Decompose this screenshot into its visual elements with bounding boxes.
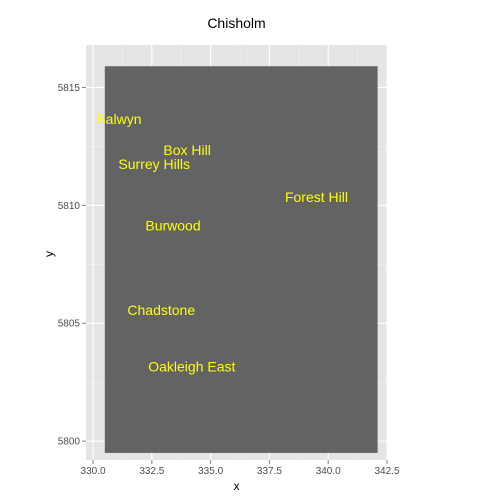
plot-title: Chisholm bbox=[207, 15, 265, 31]
y-tick-label: 5805 bbox=[58, 319, 81, 330]
place-label-box-hill: Box Hill bbox=[163, 142, 210, 158]
x-tick-label: 330.0 bbox=[81, 466, 106, 477]
region-polygon bbox=[104, 66, 378, 453]
place-label-balwyn: Balwyn bbox=[96, 111, 141, 127]
x-tick-label: 337.5 bbox=[257, 466, 282, 477]
place-label-surrey-hills: Surrey Hills bbox=[118, 156, 190, 172]
x-tick-label: 335.0 bbox=[198, 466, 223, 477]
x-tick-label: 332.5 bbox=[139, 466, 164, 477]
place-label-chadstone: Chadstone bbox=[127, 302, 195, 318]
x-axis-title: x bbox=[234, 479, 240, 493]
y-axis-title: y bbox=[42, 251, 56, 257]
y-tick-label: 5815 bbox=[58, 83, 81, 94]
y-tick-label: 5810 bbox=[58, 201, 81, 212]
place-label-forest-hill: Forest Hill bbox=[285, 189, 348, 205]
y-axis: 5800 5805 5810 5815 bbox=[58, 83, 86, 448]
place-label-burwood: Burwood bbox=[145, 217, 200, 233]
y-tick-label: 5800 bbox=[58, 437, 81, 448]
place-label-oakleigh-east: Oakleigh East bbox=[148, 359, 235, 375]
x-tick-label: 340.0 bbox=[316, 466, 341, 477]
x-tick-label: 342.5 bbox=[374, 466, 399, 477]
x-axis: 330.0 332.5 335.0 337.5 340.0 342.5 bbox=[81, 460, 400, 477]
